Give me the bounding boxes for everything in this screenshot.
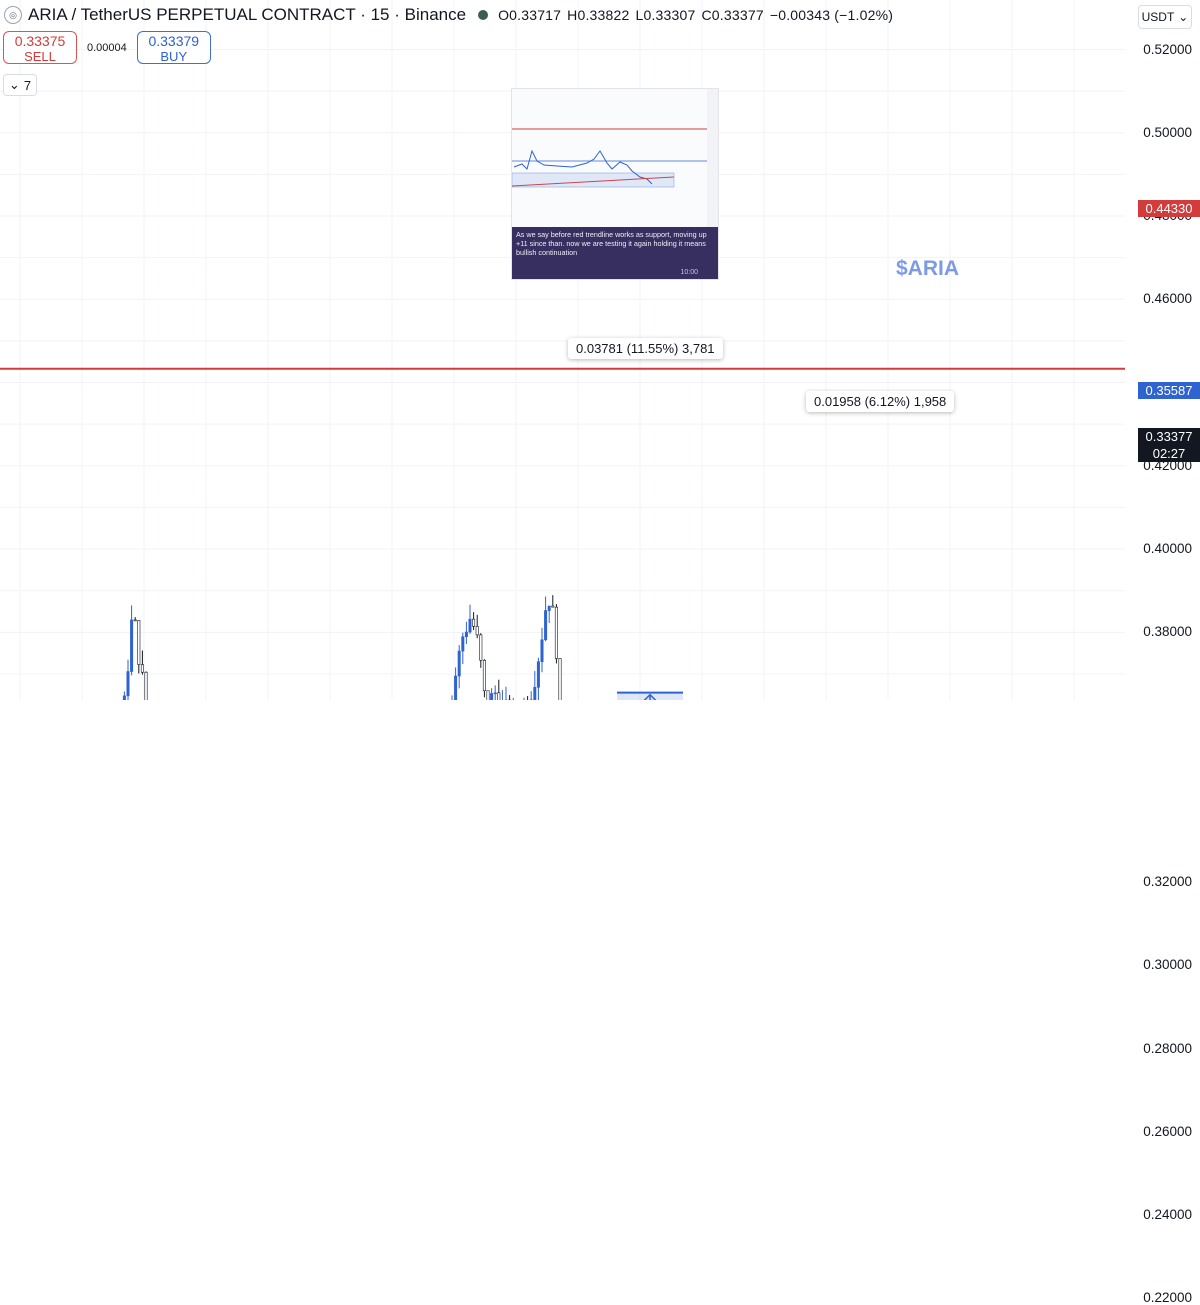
currency-select[interactable]: USDT ⌄ xyxy=(1138,5,1192,29)
buy-label: BUY xyxy=(138,49,210,64)
candle-body xyxy=(134,620,136,621)
price-tick-label: 0.38000 xyxy=(1143,624,1192,639)
ohlc-values: O0.33717 H0.33822 L0.33307 C0.33377 −0.00343… xyxy=(498,7,899,23)
sell-label: SELL xyxy=(4,49,76,64)
candle-body xyxy=(465,632,467,637)
chevron-down-icon: ⌄ xyxy=(9,77,20,93)
chevron-down-icon: ⌄ xyxy=(1178,10,1188,24)
current-price-value: 0.33377 xyxy=(1138,428,1200,445)
candle-body xyxy=(476,626,478,635)
price-tick-label: 0.24000 xyxy=(1143,1207,1192,1222)
indicators-count: 7 xyxy=(24,78,31,93)
close-value: C0.33377 xyxy=(702,7,764,23)
candle-body xyxy=(130,620,132,672)
candle-body xyxy=(494,693,496,694)
buy-price: 0.33379 xyxy=(138,34,210,49)
thumbnail-time: 10:00 xyxy=(680,269,698,276)
bar-countdown: 02:27 xyxy=(1138,445,1200,462)
high-value: H0.33822 xyxy=(567,7,629,23)
open-value: O0.33717 xyxy=(498,7,561,23)
current-price-tag: 0.33377 02:27 xyxy=(1138,428,1200,462)
buy-button[interactable]: 0.33379 BUY xyxy=(137,31,211,64)
candle-body xyxy=(141,665,143,673)
candle-body xyxy=(534,687,536,700)
candles xyxy=(1,595,849,700)
symbol-title[interactable]: ARIA / TetherUS PERPETUAL CONTRACT · 15 … xyxy=(28,5,466,25)
price-tick-label: 0.28000 xyxy=(1143,1041,1192,1056)
resistance-price-tag: 0.44330 xyxy=(1138,200,1200,217)
price-tick-label: 0.22000 xyxy=(1143,1290,1192,1305)
price-tick-label: 0.52000 xyxy=(1143,42,1192,57)
candle-body xyxy=(127,672,129,696)
embedded-screenshot: As we say before red trendline works as … xyxy=(511,88,719,280)
low-value: L0.33307 xyxy=(636,7,696,23)
candle-body xyxy=(458,651,460,676)
candle-body xyxy=(483,660,485,690)
candle-body xyxy=(123,696,125,700)
candle-body xyxy=(462,637,464,651)
price-tick-label: 0.46000 xyxy=(1143,291,1192,306)
indicators-toggle[interactable]: ⌄ 7 xyxy=(3,74,37,96)
chart-header: ◎ ARIA / TetherUS PERPETUAL CONTRACT · 1… xyxy=(4,4,899,26)
blue-line-price-tag: 0.35587 xyxy=(1138,382,1200,399)
price-tick-label: 0.30000 xyxy=(1143,957,1192,972)
candle-body xyxy=(490,693,492,700)
candle-body xyxy=(472,619,474,626)
change-value: −0.00343 (−1.02%) xyxy=(770,7,893,23)
candle-body xyxy=(548,606,550,611)
sell-price: 0.33375 xyxy=(4,34,76,49)
measure-1-label: 0.03781 (11.55%) 3,781 xyxy=(568,338,723,359)
candle-body xyxy=(469,619,471,632)
candle-body xyxy=(145,672,147,700)
measure-2-label: 0.01958 (6.12%) 1,958 xyxy=(806,391,954,412)
price-tick-label: 0.50000 xyxy=(1143,125,1192,140)
price-tick-label: 0.26000 xyxy=(1143,1124,1192,1139)
price-range-measure-1[interactable] xyxy=(617,693,683,700)
candle-body xyxy=(559,659,561,700)
candle-body xyxy=(555,607,557,658)
candle-body xyxy=(541,640,543,662)
candle-body xyxy=(454,676,456,700)
currency-label: USDT xyxy=(1142,10,1175,24)
candle-body xyxy=(552,606,554,607)
embedded-chart-thumbnail xyxy=(512,89,718,227)
candle-body xyxy=(544,611,546,640)
spread-value: 0.00004 xyxy=(87,42,127,54)
sell-button[interactable]: 0.33375 SELL xyxy=(3,31,77,64)
candle-body xyxy=(480,635,482,660)
price-tick-label: 0.40000 xyxy=(1143,541,1192,556)
candle-body xyxy=(487,691,489,700)
market-status-icon xyxy=(478,10,488,20)
symbol-logo-icon: ◎ xyxy=(4,6,22,24)
price-tick-label: 0.32000 xyxy=(1143,874,1192,889)
candle-body xyxy=(498,693,500,700)
candle-body xyxy=(138,621,140,665)
symbol-annotation: $ARIA xyxy=(896,257,959,281)
trade-panel: 0.33375 SELL 0.00004 0.33379 BUY xyxy=(3,31,211,64)
candle-body xyxy=(537,662,539,688)
